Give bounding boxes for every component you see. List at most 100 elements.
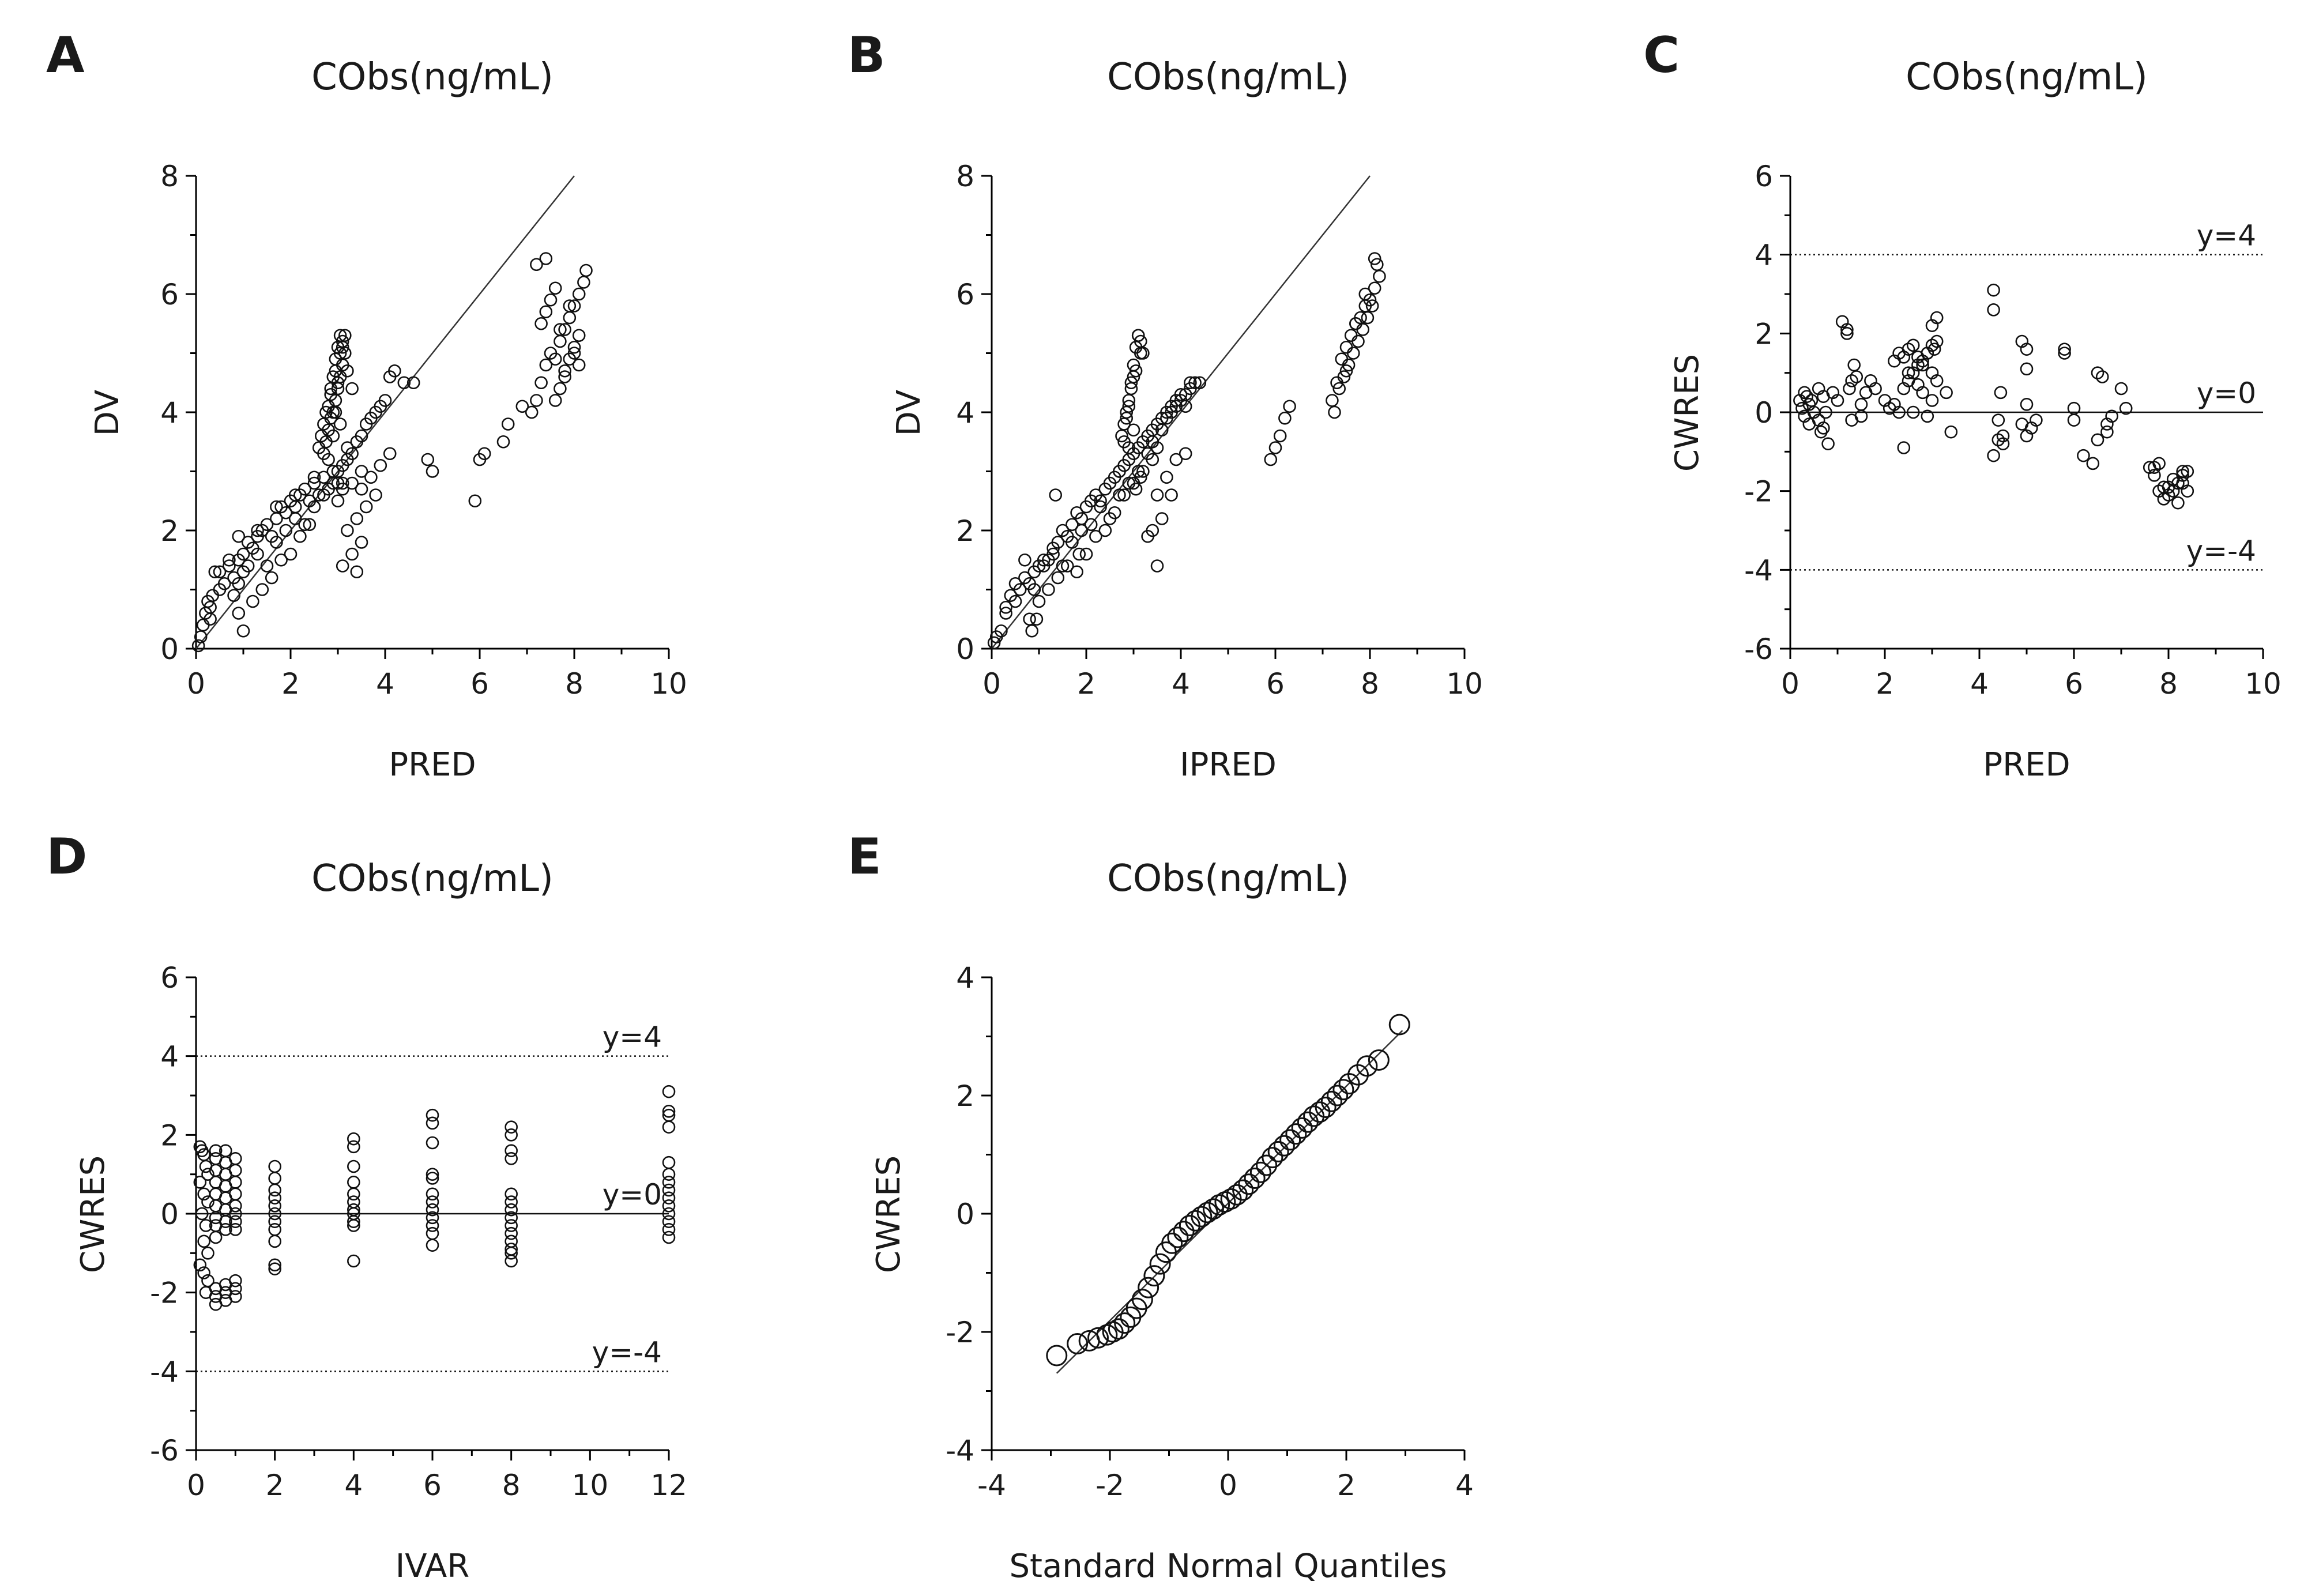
panel-d-data-point bbox=[426, 1168, 439, 1181]
panel-b-data-point bbox=[1268, 441, 1282, 454]
panel-b-data-point bbox=[1108, 506, 1121, 520]
panel-d-x-tick-label: 2 bbox=[266, 1469, 284, 1502]
panel-b-x-tick-label: 8 bbox=[1361, 667, 1379, 701]
panel-b-data-point bbox=[1117, 417, 1131, 431]
panel-a-data-point bbox=[236, 624, 250, 638]
panel-a-data-point bbox=[534, 317, 548, 330]
panel-e-data-point bbox=[1202, 1198, 1224, 1220]
panel-e-data-point bbox=[1285, 1123, 1307, 1145]
panel-d-data-point bbox=[662, 1168, 676, 1181]
panel-d-data-point bbox=[505, 1152, 518, 1165]
panel-c-data-point bbox=[1911, 378, 1925, 392]
panel-d-data-point bbox=[268, 1207, 281, 1221]
panel-b-data-point bbox=[1264, 453, 1278, 466]
panel-c-data-point bbox=[1902, 366, 1915, 379]
panel-d-ref-label-4: y=4 bbox=[603, 1021, 662, 1054]
panel-b-data-point bbox=[1066, 518, 1079, 532]
panel-a-data-point bbox=[341, 441, 354, 454]
panel-c-data-point bbox=[1854, 398, 1868, 411]
panel-d-data-point bbox=[505, 1211, 518, 1225]
panel-a-data-point bbox=[284, 547, 298, 561]
panel-e-data-point bbox=[1320, 1090, 1342, 1112]
panel-a-data-point bbox=[397, 376, 411, 390]
panel-a-data-point bbox=[554, 334, 567, 348]
panel-d-data-point bbox=[229, 1207, 242, 1221]
panel-a-data-point bbox=[279, 506, 293, 520]
panel-d-data-point bbox=[229, 1282, 242, 1296]
panel-b-data-point bbox=[1094, 500, 1107, 514]
panel-a-data-point bbox=[326, 476, 340, 490]
panel-a-x-tick-label: 2 bbox=[281, 667, 300, 701]
panel-e-data-point bbox=[1315, 1097, 1337, 1118]
panel-a-data-point bbox=[307, 500, 321, 514]
panel-a-data-point bbox=[544, 293, 558, 307]
panel-a-data-point bbox=[421, 453, 435, 466]
panel-b-data-point bbox=[1273, 429, 1287, 443]
panel-b-data-point bbox=[1160, 470, 1173, 484]
panel-d-x-tick-label: 6 bbox=[423, 1469, 442, 1502]
panel-d-data-point bbox=[662, 1085, 676, 1098]
panel-d-data-point bbox=[268, 1258, 281, 1272]
panel-b-data-point bbox=[1150, 559, 1164, 573]
panel-a-data-point bbox=[288, 488, 302, 502]
panel-a-data-point bbox=[317, 470, 330, 484]
panel-b-title: CObs(ng/mL) bbox=[1107, 56, 1349, 99]
panel-c-data-point bbox=[1821, 437, 1835, 450]
panel-b-data-point bbox=[1134, 470, 1147, 484]
panel-e-data-point bbox=[1185, 1210, 1207, 1232]
panel-a-data-point bbox=[232, 577, 246, 590]
panel-a-data-point bbox=[530, 258, 543, 272]
panel-a-data-point bbox=[288, 512, 302, 525]
panel-b-x-tick-label: 0 bbox=[982, 667, 1001, 701]
panel-a-data-point bbox=[364, 470, 378, 484]
panel-b-y-tick-label: 0 bbox=[956, 633, 974, 666]
panel-d-data-point bbox=[347, 1160, 360, 1173]
panel-d-data-point bbox=[229, 1187, 242, 1201]
panel-a-data-point bbox=[336, 340, 349, 354]
panel-b-data-point bbox=[1072, 547, 1086, 561]
panel-a-data-point bbox=[572, 287, 586, 301]
panel-c-x-tick-label: 6 bbox=[2065, 667, 2083, 701]
panel-c: C CObs(ng/mL) PRED CWRES bbox=[1643, 27, 2148, 784]
panel-d-data-point bbox=[347, 1176, 360, 1189]
panel-a-data-point bbox=[530, 394, 543, 407]
panel-d-data-point bbox=[268, 1234, 281, 1248]
panel-a-data-point bbox=[232, 607, 246, 620]
panel-c-data-point bbox=[1847, 358, 1861, 372]
panel-d-title: CObs(ng/mL) bbox=[311, 857, 554, 900]
panel-b-data-point bbox=[1127, 370, 1140, 383]
panel-a-data-point bbox=[554, 323, 567, 336]
panel-a-data-point bbox=[274, 553, 288, 567]
panel-b-data-point bbox=[1018, 553, 1031, 567]
panel-a-y-tick-label: 6 bbox=[160, 278, 179, 311]
panel-c-x-tick-label: 2 bbox=[1876, 667, 1894, 701]
panel-c-data-point bbox=[1843, 382, 1856, 396]
panel-c-y-label: CWRES bbox=[1669, 354, 1706, 472]
panel-a-data-point bbox=[539, 252, 553, 265]
panel-a-data-point bbox=[548, 394, 562, 407]
panel-d-data-point bbox=[347, 1187, 360, 1201]
panel-a-data-point bbox=[223, 559, 236, 573]
panel-d-data-point bbox=[199, 1219, 213, 1232]
panel-b-data-point bbox=[1155, 512, 1169, 525]
panel-a-data-point bbox=[336, 476, 349, 490]
panel-b-data-point bbox=[1193, 376, 1207, 390]
panel-c-y-tick-label: 0 bbox=[1755, 396, 1773, 430]
panel-a-data-point bbox=[468, 494, 482, 508]
panel-c-data-point bbox=[2148, 461, 2161, 474]
panel-a-data-point bbox=[260, 518, 274, 532]
panel-d-data-point bbox=[229, 1199, 242, 1213]
panel-c-y-tick-label: 6 bbox=[1755, 160, 1773, 193]
panel-c-y-tick-label: -6 bbox=[1744, 633, 1773, 666]
panel-a-data-point bbox=[331, 376, 345, 390]
panel-d-data-point bbox=[347, 1215, 360, 1228]
panel-d-data-point bbox=[229, 1176, 242, 1189]
panel-b-data-point bbox=[1037, 553, 1051, 567]
panel-b-data-point bbox=[1165, 488, 1178, 502]
panel-b-data-point bbox=[1051, 536, 1065, 549]
panel-d-data-point bbox=[201, 1195, 214, 1209]
panel-d-data-point bbox=[662, 1230, 676, 1244]
panel-d-y-tick-label: -2 bbox=[150, 1277, 179, 1310]
panel-c-y-tick-label: -2 bbox=[1744, 475, 1773, 509]
panel-a-data-point bbox=[246, 594, 259, 608]
